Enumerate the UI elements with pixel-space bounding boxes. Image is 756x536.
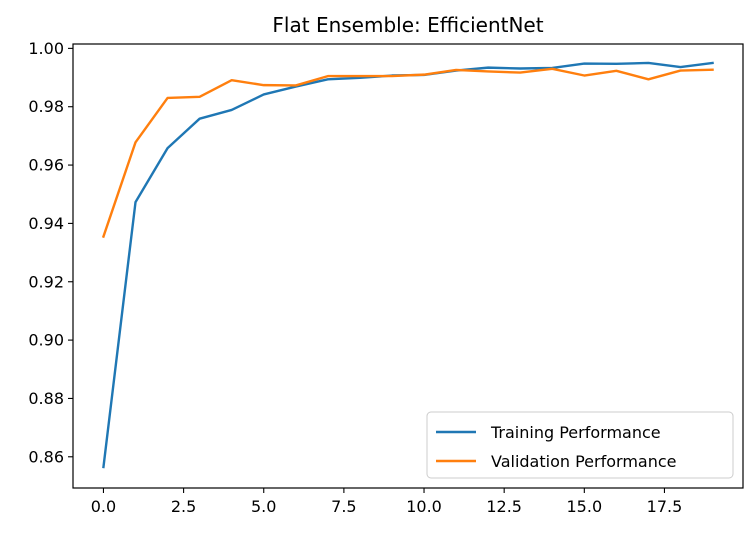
x-tick-label: 5.0	[251, 497, 276, 516]
y-tick-label: 0.98	[28, 97, 64, 116]
plot-frame	[72, 43, 744, 489]
series-line-2	[101, 67, 714, 239]
x-tick-label: 0.0	[91, 497, 116, 516]
legend-label: Training Performance	[490, 423, 661, 442]
legend-box	[426, 411, 734, 479]
x-tick-label: 2.5	[171, 497, 196, 516]
y-tick-label: 0.90	[28, 331, 64, 350]
legend-label: Validation Performance	[491, 452, 676, 471]
y-tick-label: 1.00	[28, 39, 64, 58]
y-tick-label: 0.94	[28, 214, 64, 233]
x-tick-label: 17.5	[647, 497, 683, 516]
x-tick-label: 12.5	[486, 497, 522, 516]
y-tick-label: 0.88	[28, 389, 64, 408]
chart-title: Flat Ensemble: EfficientNet	[272, 13, 543, 37]
y-tick-label: 0.92	[28, 272, 64, 291]
y-tick-label: 0.86	[28, 447, 64, 466]
x-tick-label: 10.0	[406, 497, 442, 516]
y-axis: 0.86 0.88 0.90 0.92 0.94 0.96 0.98 1.00	[28, 39, 73, 466]
legend: Training Performance Validation Performan…	[426, 411, 734, 479]
y-tick-label: 0.96	[28, 156, 64, 175]
x-axis: 0.0 2.5 5.0 7.5 10.0 12.5 15.0 17.5	[91, 488, 683, 516]
x-tick-label: 15.0	[567, 497, 603, 516]
series-lines	[101, 61, 714, 469]
x-tick-label: 7.5	[331, 497, 356, 516]
